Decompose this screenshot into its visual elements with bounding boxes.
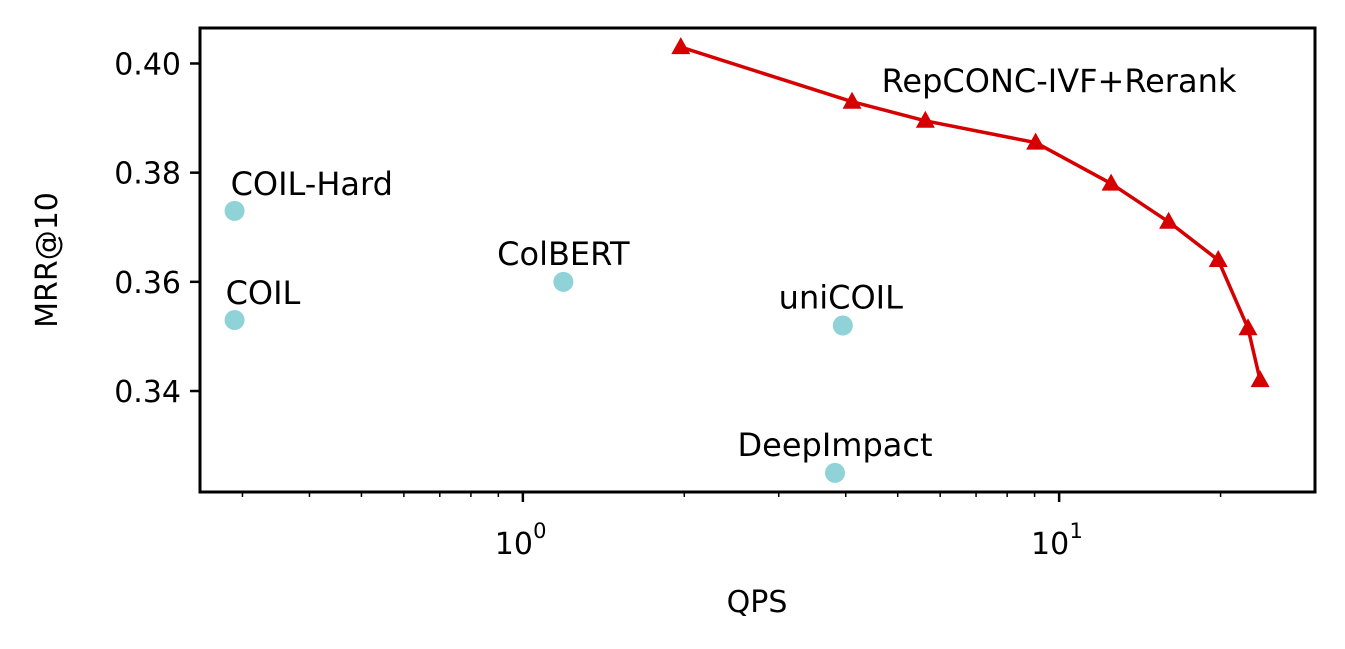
labels-layer: RepCONC-IVF+Rerank COIL-Hard COIL ColBERT un… bbox=[226, 62, 1237, 464]
series-marker-0-3 bbox=[1026, 132, 1046, 150]
x-tick-label-1: 10 bbox=[1031, 527, 1069, 562]
y-tick-label-0: 0.34 bbox=[114, 375, 181, 410]
x-axis: 10 0 10 1 bbox=[241, 492, 1222, 562]
series-marker-0-4 bbox=[1101, 173, 1121, 191]
series-marker-0-5 bbox=[1159, 211, 1179, 229]
series-marker-0-0 bbox=[671, 37, 691, 55]
y-axis: 0.34 0.36 0.38 0.40 bbox=[114, 47, 200, 410]
point-4 bbox=[825, 462, 846, 483]
y-axis-label: MRR@10 bbox=[30, 192, 65, 328]
point-1 bbox=[224, 310, 245, 331]
series-marker-0-8 bbox=[1250, 370, 1270, 388]
y-tick-label-2: 0.38 bbox=[114, 157, 181, 192]
point-label-1: COIL bbox=[226, 274, 301, 312]
series-marker-0-1 bbox=[842, 91, 862, 109]
point-label-3: uniCOIL bbox=[779, 279, 903, 317]
point-3 bbox=[832, 315, 853, 336]
point-0 bbox=[224, 200, 245, 221]
series-marker-0-2 bbox=[915, 110, 935, 128]
point-label-4: DeepImpact bbox=[738, 426, 933, 464]
x-tick-exponent-1: 1 bbox=[1069, 519, 1082, 543]
series-label-0: RepCONC-IVF+Rerank bbox=[882, 62, 1237, 100]
point-2 bbox=[553, 271, 574, 292]
y-tick-label-3: 0.40 bbox=[114, 47, 181, 82]
x-tick-label-0: 10 bbox=[495, 527, 533, 562]
series-marker-0-7 bbox=[1238, 318, 1258, 336]
points-layer bbox=[224, 200, 853, 483]
y-tick-label-1: 0.36 bbox=[114, 266, 181, 301]
x-tick-exponent-0: 0 bbox=[533, 519, 546, 543]
series-layer bbox=[671, 37, 1270, 388]
point-label-2: ColBERT bbox=[497, 235, 630, 273]
plot-frame bbox=[198, 26, 1317, 494]
series-marker-0-6 bbox=[1208, 250, 1228, 267]
point-label-0: COIL-Hard bbox=[231, 165, 393, 203]
x-axis-label: QPS bbox=[727, 585, 788, 620]
plot-area bbox=[200, 28, 1315, 492]
